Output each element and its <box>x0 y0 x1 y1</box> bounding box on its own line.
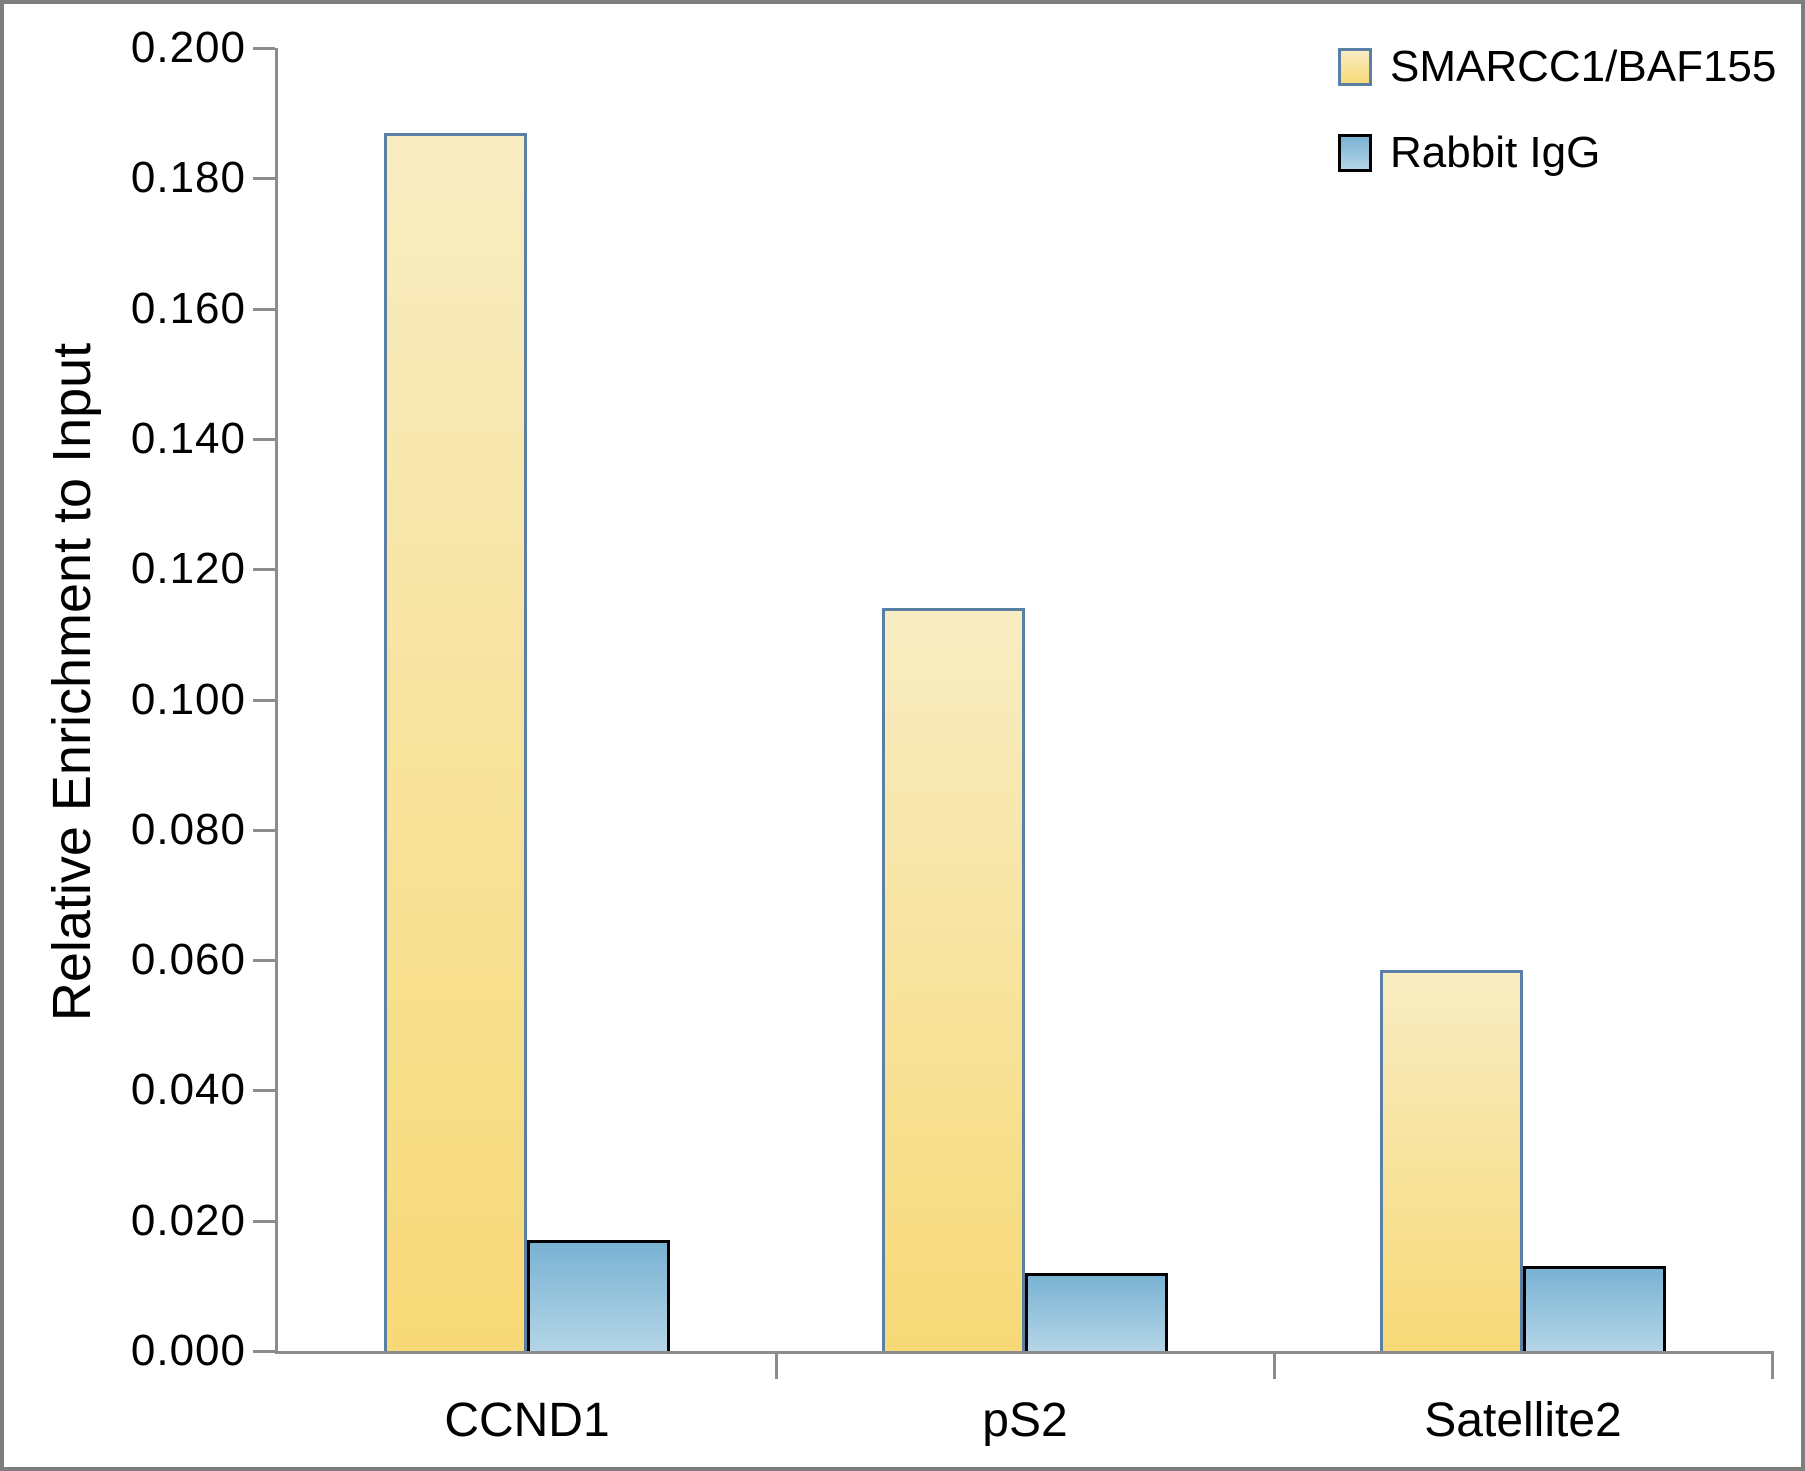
bar-smarcc1-baf155-ccnd1 <box>384 132 527 1351</box>
y-tick <box>253 307 275 311</box>
category-label-ccnd1: CCND1 <box>444 1394 610 1447</box>
y-tick-label: 0.200 <box>130 23 246 72</box>
x-axis-line <box>275 1351 1772 1354</box>
bar-rabbit-igg-ps2 <box>1025 1272 1168 1351</box>
x-tick <box>1770 1351 1774 1379</box>
legend-label-rabbit-igg: Rabbit IgG <box>1390 128 1601 177</box>
x-tick <box>1272 1351 1276 1379</box>
legend-item-rabbit-igg: Rabbit IgG <box>1338 131 1776 175</box>
y-tick-label: 0.100 <box>130 674 246 724</box>
y-tick-label: 0.080 <box>130 804 246 854</box>
y-tick <box>253 828 275 832</box>
bar-smarcc1-baf155-ps2 <box>882 608 1025 1351</box>
legend: SMARCC1/BAF155 Rabbit IgG <box>1338 45 1776 217</box>
y-tick <box>253 568 275 572</box>
bar-smarcc1-baf155-satellite2 <box>1380 969 1523 1351</box>
legend-swatch-smarcc1-baf155 <box>1338 48 1372 86</box>
category-label-satellite2: Satellite2 <box>1424 1394 1622 1447</box>
x-tick <box>774 1351 778 1379</box>
y-axis-line <box>275 48 278 1354</box>
bar-rabbit-igg-satellite2 <box>1523 1266 1666 1351</box>
legend-item-smarcc1-baf155: SMARCC1/BAF155 <box>1338 45 1776 89</box>
y-tick-label: 0.140 <box>130 413 246 463</box>
category-label-ps2: pS2 <box>982 1394 1068 1447</box>
y-tick <box>253 47 275 50</box>
y-tick <box>253 1219 275 1223</box>
y-tick-label: 0.160 <box>130 283 246 333</box>
bar-rabbit-igg-ccnd1 <box>527 1240 670 1351</box>
y-tick <box>253 437 275 441</box>
y-tick-label: 0.020 <box>130 1195 246 1245</box>
legend-swatch-rabbit-igg <box>1338 134 1372 172</box>
legend-label-smarcc1-baf155: SMARCC1/BAF155 <box>1390 42 1777 91</box>
y-tick-label: 0.120 <box>130 544 246 594</box>
y-tick-label: 0.040 <box>130 1065 246 1115</box>
y-tick <box>253 1089 275 1093</box>
y-tick <box>253 1350 275 1353</box>
y-tick-label: 0.000 <box>130 1326 246 1375</box>
y-tick <box>253 959 275 963</box>
y-tick <box>253 177 275 181</box>
plot-area: 0.000 0.020 0.040 0.060 0.080 0.100 0.120 0.140… <box>4 4 1801 1467</box>
y-tick-label: 0.060 <box>130 935 246 985</box>
y-tick-label: 0.180 <box>130 153 246 203</box>
y-tick <box>253 698 275 702</box>
